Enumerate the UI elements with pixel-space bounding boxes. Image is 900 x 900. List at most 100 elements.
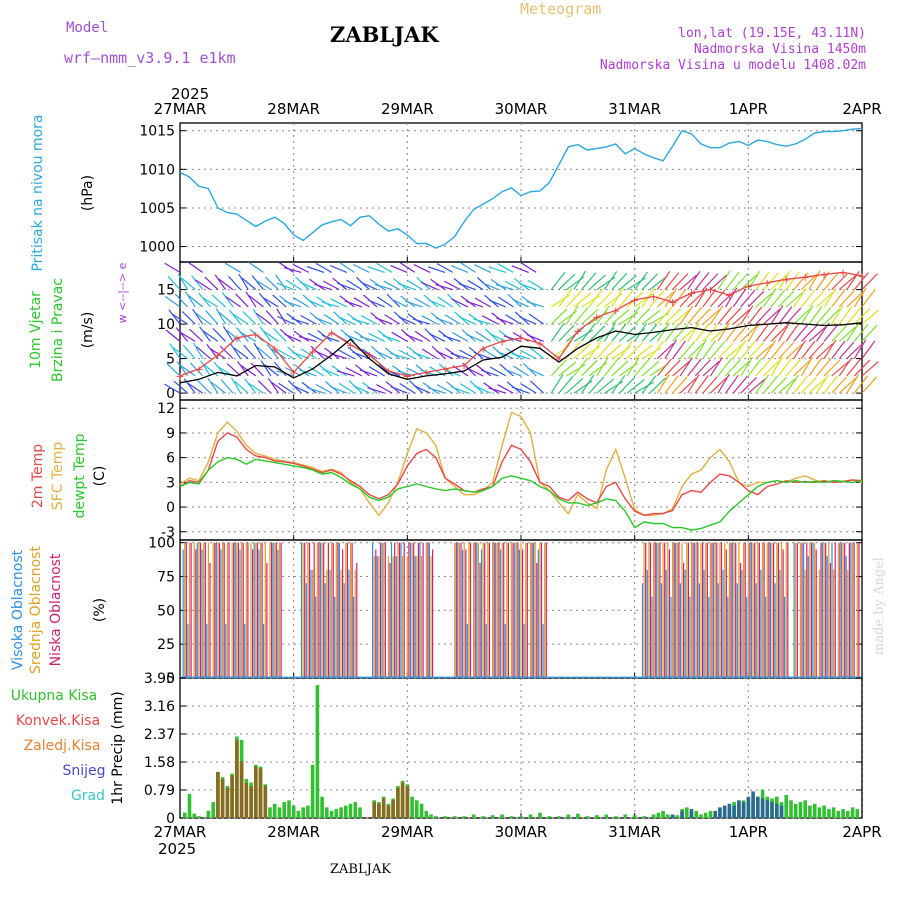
wind-arrow [679, 326, 697, 342]
precip-bar-total [339, 807, 343, 818]
wind-arrow [406, 367, 423, 377]
wind-arrow [740, 377, 757, 394]
wind-arrow [679, 377, 697, 394]
precip-bar-total [585, 816, 590, 818]
wind-arrow [611, 309, 630, 325]
wind-arrow [232, 313, 249, 325]
wind-arrow [459, 383, 476, 394]
wind-arrow [337, 282, 355, 291]
precip-bar-frozen [258, 768, 263, 818]
sfc-temp-line [179, 411, 863, 517]
wind-arrow [263, 330, 279, 342]
wind-arrow [581, 359, 598, 377]
wind-arrow [770, 305, 784, 325]
wind-arrow [503, 335, 522, 342]
wind-arrow [200, 360, 211, 377]
precip-legend-item: Ukupna Kisa [11, 688, 98, 704]
wind-arrow [414, 330, 431, 342]
wind-gust-marker: + [479, 342, 488, 355]
wind-arrow [529, 346, 545, 360]
wind-arrow [679, 305, 694, 325]
wind-arrow [747, 290, 765, 308]
wind-arrow [496, 317, 514, 325]
wind-arrow [168, 309, 181, 325]
wind-arrow [611, 287, 624, 308]
wind-arrow [398, 349, 416, 360]
wind-arrow [199, 326, 211, 342]
wind-arrow [526, 334, 544, 342]
precip-bar-total [528, 814, 533, 818]
wind-arrow [376, 262, 393, 273]
wind-arrow [256, 312, 272, 325]
precip-bar-snow [746, 796, 751, 818]
wind-arrow [307, 332, 325, 342]
wind-arrow [182, 344, 196, 359]
wind-arrow [573, 292, 592, 308]
wind-arrow [345, 333, 363, 342]
wind-arrow [694, 323, 710, 342]
wind-arrow [558, 375, 574, 394]
precip-bar-total [348, 803, 353, 818]
precip-bar-total [471, 814, 476, 818]
wind-arrow [687, 358, 702, 377]
wind-arrow [815, 374, 830, 394]
wind-arrow [679, 274, 698, 291]
precip-bar-total [268, 807, 272, 818]
precip-bar-total [694, 810, 699, 818]
wind-arrow [778, 378, 796, 394]
wind-arrow [747, 357, 763, 377]
wind-arrow [384, 314, 401, 325]
wind-arrow [166, 363, 181, 377]
wind-arrow [519, 283, 537, 291]
wind-arrow [466, 334, 484, 342]
wind-arrow [444, 314, 461, 325]
wind-arrow [406, 279, 423, 291]
wind-arrow [823, 359, 841, 377]
wind-arrow [489, 366, 507, 377]
wind-arrow [367, 387, 385, 394]
wind-arrow [354, 330, 370, 342]
wind-arrow [277, 349, 294, 360]
precip-bar-total [315, 685, 320, 818]
wind-arrow [619, 275, 637, 291]
wind-direction-legend: w <--|--> e [116, 262, 129, 323]
wind-arrow [284, 300, 302, 308]
wind-arrow [352, 384, 370, 394]
y-tick-label: 25 [157, 637, 175, 653]
wind-arrow [352, 318, 370, 325]
wind-arrow [672, 376, 688, 394]
wind-arrow [427, 387, 446, 394]
y-tick-label: 3.16 [144, 699, 175, 715]
wind-arrow [702, 376, 718, 394]
wind-gust-marker: + [838, 266, 847, 279]
wind-arrow [846, 358, 862, 377]
wind-gust-marker: + [441, 363, 450, 376]
precip-bar-total [353, 802, 358, 818]
wind-arrow [314, 283, 332, 291]
precip-bar-frozen [372, 802, 376, 818]
wind-arrow [740, 274, 758, 291]
wind-arrow [641, 375, 657, 394]
wind-arrow [382, 334, 400, 342]
wind-arrow [346, 279, 363, 291]
wind-arrow [550, 294, 571, 308]
wind-arrow [800, 325, 818, 342]
precip-bar-frozen [377, 803, 381, 818]
wind-arrow [672, 273, 689, 291]
wind-arrow [307, 299, 325, 308]
precip-bar-total [784, 795, 788, 818]
wind-arrow [709, 377, 727, 394]
wind-arrow [823, 323, 839, 342]
y-tick-label: 1000 [139, 240, 175, 256]
precip-bar-total [613, 816, 618, 818]
precip-bar-frozen [230, 775, 234, 818]
wind-arrow [530, 380, 545, 394]
wind-arrow [218, 311, 234, 325]
wind-arrow [634, 358, 650, 377]
wind-arrow [831, 289, 846, 308]
wind-arrow [694, 307, 712, 325]
temp-axis-sfc: SFC Temp [50, 442, 66, 511]
wind-arrow [467, 279, 484, 291]
wind-arrow [473, 318, 491, 325]
y-tick-label: 0 [166, 500, 175, 516]
